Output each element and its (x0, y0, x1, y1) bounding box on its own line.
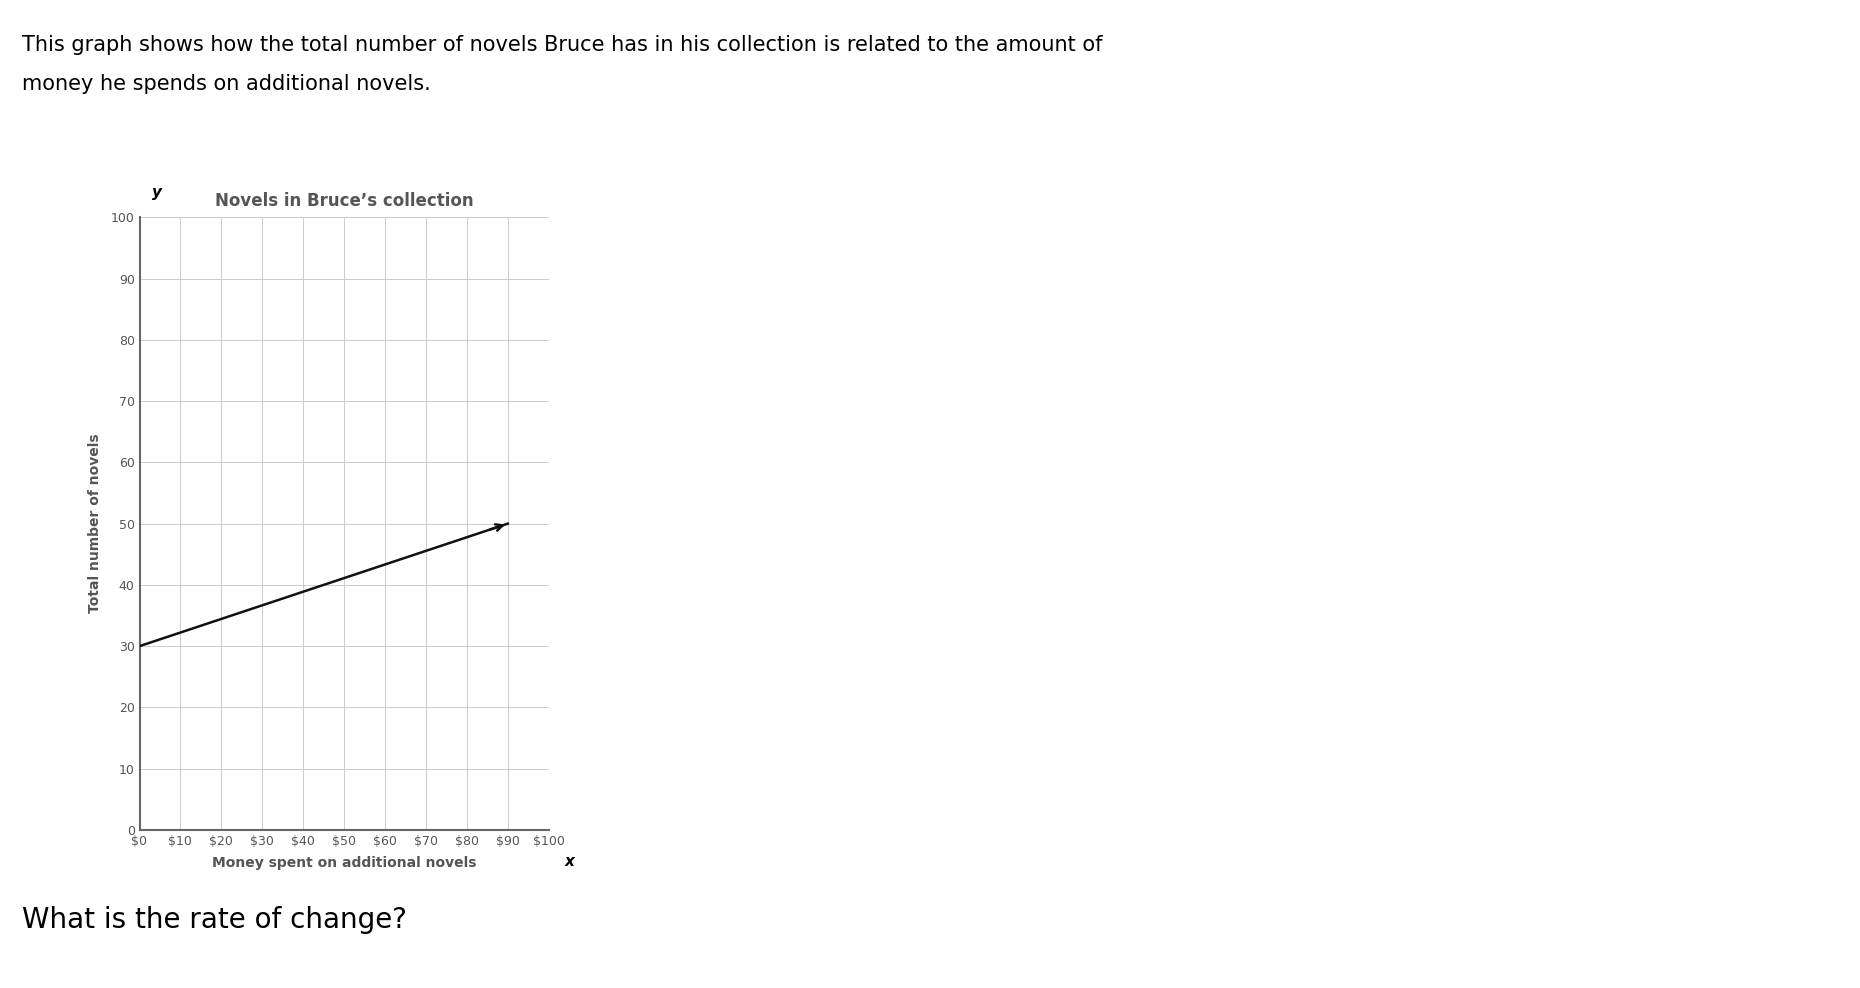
Text: x: x (564, 855, 575, 869)
Text: y: y (153, 186, 162, 201)
X-axis label: Money spent on additional novels: Money spent on additional novels (212, 857, 476, 870)
Text: money he spends on additional novels.: money he spends on additional novels. (22, 74, 432, 94)
Title: Novels in Bruce’s collection: Novels in Bruce’s collection (214, 193, 474, 210)
Y-axis label: Total number of novels: Total number of novels (89, 434, 102, 614)
Text: What is the rate of change?: What is the rate of change? (22, 906, 407, 934)
Text: This graph shows how the total number of novels Bruce has in his collection is r: This graph shows how the total number of… (22, 35, 1103, 54)
